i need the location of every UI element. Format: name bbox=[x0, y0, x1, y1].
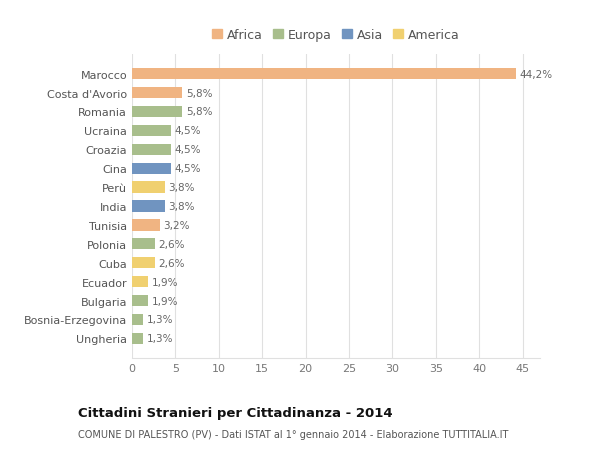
Bar bbox=[132, 295, 148, 307]
Bar bbox=[132, 314, 143, 325]
Bar bbox=[132, 257, 155, 269]
Text: 3,8%: 3,8% bbox=[169, 183, 195, 193]
Text: 4,5%: 4,5% bbox=[175, 126, 201, 136]
Bar bbox=[132, 220, 160, 231]
Text: Cittadini Stranieri per Cittadinanza - 2014: Cittadini Stranieri per Cittadinanza - 2… bbox=[78, 406, 392, 419]
Text: 5,8%: 5,8% bbox=[186, 89, 212, 98]
Text: 2,6%: 2,6% bbox=[158, 239, 185, 249]
Legend: Africa, Europa, Asia, America: Africa, Europa, Asia, America bbox=[208, 25, 464, 45]
Bar bbox=[132, 125, 171, 137]
Bar bbox=[132, 163, 171, 174]
Bar bbox=[132, 182, 165, 193]
Text: 1,3%: 1,3% bbox=[147, 315, 173, 325]
Text: 4,5%: 4,5% bbox=[175, 164, 201, 174]
Text: 4,5%: 4,5% bbox=[175, 145, 201, 155]
Bar bbox=[132, 239, 155, 250]
Bar bbox=[132, 106, 182, 118]
Bar bbox=[132, 144, 171, 156]
Text: 3,8%: 3,8% bbox=[169, 202, 195, 212]
Bar bbox=[132, 201, 165, 212]
Bar bbox=[132, 276, 148, 288]
Text: 1,9%: 1,9% bbox=[152, 296, 178, 306]
Text: 1,9%: 1,9% bbox=[152, 277, 178, 287]
Bar bbox=[132, 88, 182, 99]
Bar bbox=[132, 333, 143, 344]
Text: 3,2%: 3,2% bbox=[163, 220, 190, 230]
Text: COMUNE DI PALESTRO (PV) - Dati ISTAT al 1° gennaio 2014 - Elaborazione TUTTITALI: COMUNE DI PALESTRO (PV) - Dati ISTAT al … bbox=[78, 429, 508, 439]
Bar bbox=[132, 69, 515, 80]
Text: 1,3%: 1,3% bbox=[147, 334, 173, 344]
Text: 2,6%: 2,6% bbox=[158, 258, 185, 268]
Text: 44,2%: 44,2% bbox=[519, 69, 552, 79]
Text: 5,8%: 5,8% bbox=[186, 107, 212, 117]
